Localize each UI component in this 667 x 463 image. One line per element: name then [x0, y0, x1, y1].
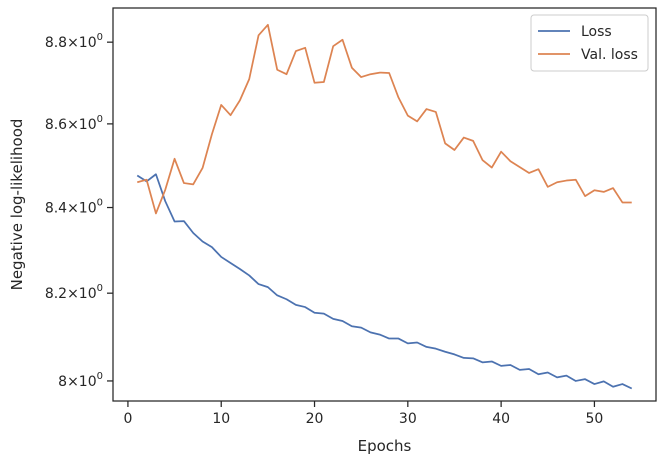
legend-label-loss: Loss	[581, 24, 612, 40]
y-tick-label: 8.4×100	[45, 198, 103, 217]
x-axis-ticks: 0 10 20 30 40 50	[123, 401, 603, 427]
x-tick-label: 50	[586, 411, 604, 427]
series-layer	[136, 23, 633, 390]
legend-label-val-loss: Val. loss	[581, 47, 638, 63]
x-tick-label: 20	[306, 411, 324, 427]
y-axis-label: Negative log-likelihood	[8, 119, 26, 291]
legend-box	[530, 14, 649, 72]
series-line-loss	[136, 173, 633, 390]
x-tick-label: 0	[123, 411, 132, 427]
y-tick-label: 8.6×100	[45, 114, 103, 133]
y-axis-ticks: 8×100 8.2×100 8.4×100 8.6×100 8.8×100	[45, 32, 113, 390]
x-tick-label: 10	[212, 411, 230, 427]
y-tick-label: 8.2×100	[45, 283, 103, 302]
y-tick-label: 8.8×100	[45, 32, 103, 51]
y-tick-label: 8×100	[58, 371, 103, 390]
plot-frame	[112, 7, 657, 402]
x-tick-label: 40	[492, 411, 510, 427]
x-tick-label: 30	[399, 411, 417, 427]
x-axis-label: Epochs	[358, 437, 412, 455]
series-line-val-loss	[137, 23, 632, 215]
legend: Loss Val. loss	[530, 14, 649, 72]
